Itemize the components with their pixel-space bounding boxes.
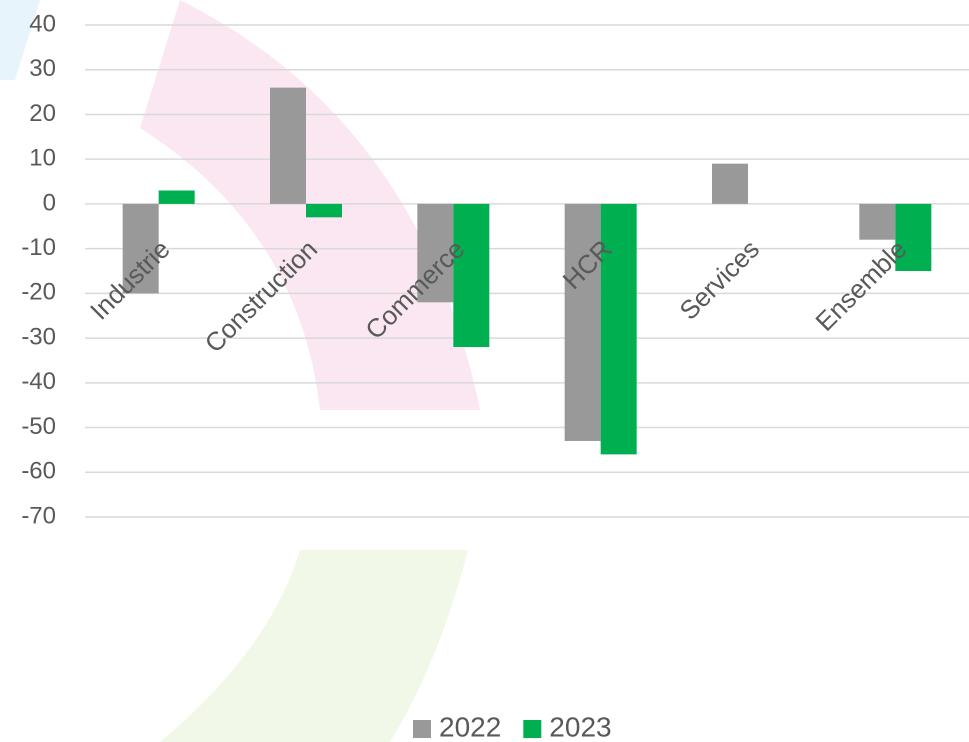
y-tick-label: 0 xyxy=(43,189,56,216)
y-tick-label: 40 xyxy=(29,10,56,37)
y-tick-label: -40 xyxy=(21,368,56,395)
y-tick-label: 20 xyxy=(29,100,56,127)
bar xyxy=(122,203,159,294)
bar xyxy=(158,190,195,204)
legend-swatch xyxy=(413,720,431,738)
bar xyxy=(417,203,454,303)
y-tick-label: -50 xyxy=(21,413,56,440)
legend-label: 2023 xyxy=(549,711,611,742)
y-tick-label: -60 xyxy=(21,458,56,485)
background-decoration xyxy=(0,0,480,742)
bar xyxy=(600,203,637,455)
y-tick-label: -10 xyxy=(21,234,56,261)
bar xyxy=(859,203,896,240)
y-tick-label: -70 xyxy=(21,502,56,529)
legend-label: 2022 xyxy=(439,711,501,742)
bar xyxy=(564,203,601,441)
bar xyxy=(270,87,306,204)
bar xyxy=(306,203,342,218)
legend-swatch xyxy=(523,720,542,738)
x-tick-label: Services xyxy=(673,234,765,326)
y-tick-label: -20 xyxy=(21,279,56,306)
y-tick-label: 30 xyxy=(29,55,56,82)
y-tick-label: 10 xyxy=(29,145,56,172)
y-tick-label: -30 xyxy=(21,323,56,350)
bar xyxy=(895,203,932,271)
bar xyxy=(453,203,490,348)
bar xyxy=(712,163,748,204)
